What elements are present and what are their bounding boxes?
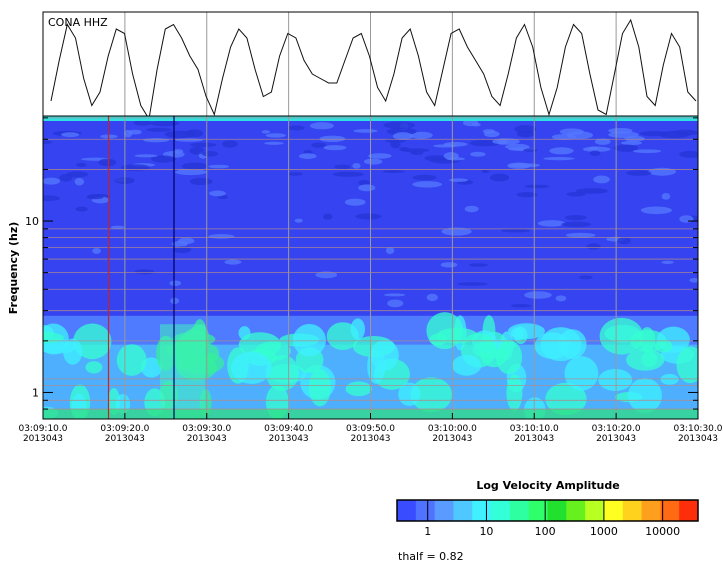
trace-title: CONA HHZ bbox=[48, 16, 108, 29]
colorbar-swatch bbox=[453, 500, 473, 521]
x-tick-date: 2013043 bbox=[269, 434, 309, 444]
colorbar-swatch bbox=[660, 500, 680, 521]
thalf-annotation: thalf = 0.82 bbox=[398, 550, 464, 563]
x-tick-time: 03:10:00.0 bbox=[428, 424, 477, 434]
colorbar-swatch bbox=[472, 500, 492, 521]
colorbar-swatch bbox=[585, 500, 605, 521]
x-tick-time: 03:09:50.0 bbox=[346, 424, 395, 434]
x-tick-date: 2013043 bbox=[514, 434, 554, 444]
x-tick-date: 2013043 bbox=[596, 434, 636, 444]
x-tick-date: 2013043 bbox=[105, 434, 145, 444]
x-tick-time: 03:09:20.0 bbox=[100, 424, 149, 434]
colorbar-swatch bbox=[509, 500, 530, 521]
colorbar bbox=[396, 499, 699, 522]
x-tick-time: 03:10:10.0 bbox=[510, 424, 559, 434]
x-tick-time: 03:09:10.0 bbox=[18, 424, 67, 434]
colorbar-swatch bbox=[547, 500, 567, 521]
colorbar-swatch bbox=[622, 500, 643, 521]
colorbar-tick-label: 1000 bbox=[590, 525, 618, 538]
y-axis-label: Frequency (hz) bbox=[7, 222, 20, 315]
colorbar-title: Log Velocity Amplitude bbox=[476, 479, 619, 492]
colorbar-swatch bbox=[641, 500, 661, 521]
x-tick-time: 03:10:20.0 bbox=[592, 424, 641, 434]
y-tick-label: 1 bbox=[32, 386, 39, 399]
y-axis-ticks: 1 10 bbox=[25, 117, 698, 420]
spectrogram-panel bbox=[43, 116, 698, 419]
x-tick-time: 03:10:30.0 bbox=[673, 424, 722, 434]
colorbar-swatch bbox=[528, 500, 548, 521]
x-tick-time: 03:09:30.0 bbox=[182, 424, 231, 434]
x-tick-time: 03:09:40.0 bbox=[264, 424, 313, 434]
x-axis-ticks: 03:09:10.0201304303:09:20.0201304303:09:… bbox=[18, 413, 723, 444]
x-tick-date: 2013043 bbox=[23, 434, 63, 444]
x-tick-date: 2013043 bbox=[432, 434, 472, 444]
colorbar-tick-label: 100 bbox=[535, 525, 556, 538]
x-tick-date: 2013043 bbox=[350, 434, 390, 444]
colorbar-swatch bbox=[603, 500, 624, 521]
colorbar-tick-label: 1 bbox=[424, 525, 431, 538]
colorbar-swatch bbox=[415, 500, 436, 521]
colorbar-swatch bbox=[679, 500, 699, 521]
spectrogram-gridlines bbox=[43, 116, 698, 419]
x-tick-date: 2013043 bbox=[187, 434, 227, 444]
colorbar-swatch bbox=[491, 500, 511, 521]
colorbar-ticks: 1 10 100 1000 10000 bbox=[424, 500, 680, 538]
colorbar-tick-label: 10000 bbox=[645, 525, 680, 538]
colorbar-tick-label: 10 bbox=[479, 525, 493, 538]
colorbar-swatch bbox=[434, 500, 454, 521]
seismogram-trace bbox=[50, 18, 697, 116]
y-tick-label: 10 bbox=[25, 215, 39, 228]
x-tick-date: 2013043 bbox=[678, 434, 718, 444]
colorbar-swatch bbox=[566, 500, 586, 521]
colorbar-swatch bbox=[397, 500, 417, 521]
